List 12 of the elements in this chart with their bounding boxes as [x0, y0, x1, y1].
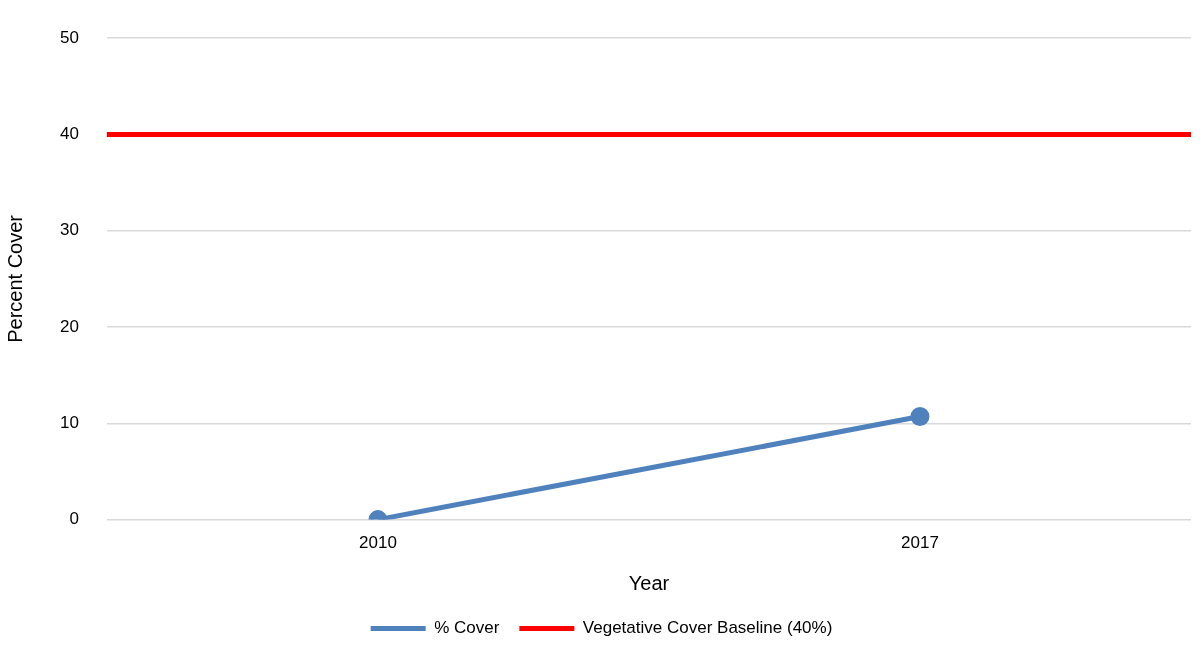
y-tick-label: 40 — [59, 124, 79, 144]
x-axis-title: Year — [628, 571, 670, 594]
y-tick-label: 0 — [69, 509, 79, 529]
x-tick-label: 2017 — [901, 533, 939, 553]
x-tick-label: 2010 — [359, 533, 397, 553]
y-axis-title: Percent Cover — [3, 214, 26, 343]
y-tick-label: 20 — [59, 316, 79, 336]
legend-label: Vegetative Cover Baseline (40%) — [582, 618, 833, 638]
y-tick-label: 10 — [59, 413, 79, 433]
legend-label: % Cover — [434, 618, 500, 638]
y-tick-label: 30 — [59, 220, 79, 240]
y-tick-label: 50 — [59, 27, 79, 47]
